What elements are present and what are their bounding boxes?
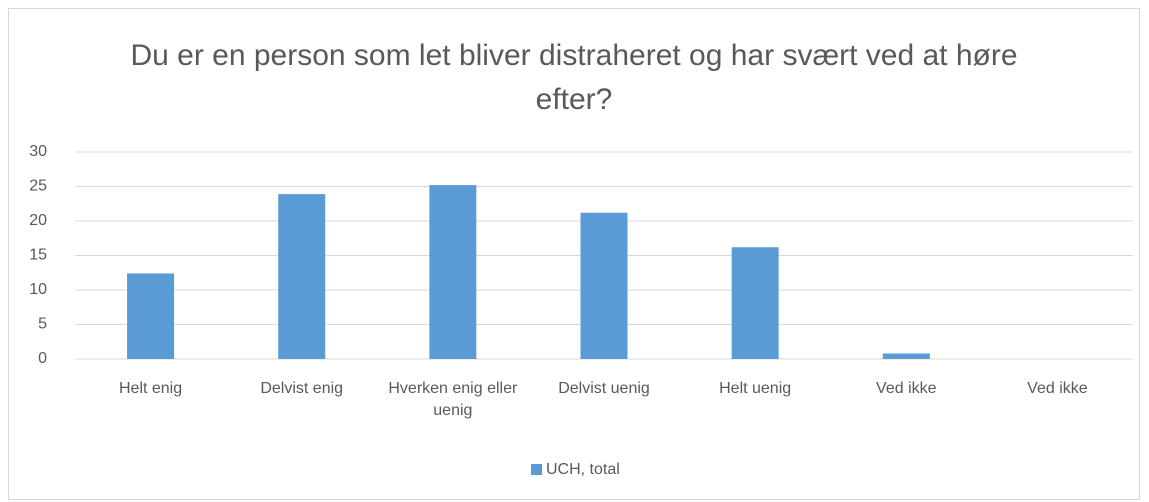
x-tick-label: Ved ikke <box>876 380 937 397</box>
y-tick-label: 10 <box>29 281 47 298</box>
y-tick-label: 30 <box>29 143 47 160</box>
x-tick-label: Helt uenig <box>719 380 792 397</box>
x-tick-label: Ved ikke <box>1027 380 1088 397</box>
legend-swatch <box>531 464 542 475</box>
x-tick-label: Helt enig <box>118 380 183 397</box>
x-tick-label: Delvist uenig <box>558 380 650 397</box>
x-tick-label: Delvist enig <box>260 380 344 397</box>
y-tick-label: 5 <box>38 316 47 333</box>
x-tick-label: Hverken enig eller uenig <box>388 380 518 419</box>
chart-frame <box>8 8 1140 500</box>
bar <box>882 353 930 359</box>
y-tick-label: 0 <box>38 350 47 367</box>
chart-title: Du er en person som let bliver distraher… <box>130 39 1018 116</box>
bar <box>429 185 477 359</box>
y-tick-label: 15 <box>29 247 47 264</box>
y-tick-label: 20 <box>29 212 47 229</box>
legend-label: UCH, total <box>546 461 620 478</box>
bar <box>731 247 779 359</box>
bar <box>580 212 628 359</box>
bar <box>127 273 175 359</box>
bar <box>278 194 326 359</box>
y-tick-label: 25 <box>29 178 47 195</box>
